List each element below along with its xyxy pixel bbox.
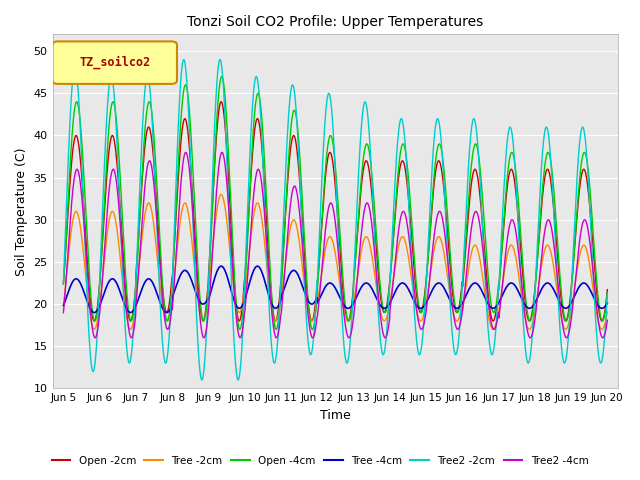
Y-axis label: Soil Temperature (C): Soil Temperature (C) <box>15 147 28 276</box>
X-axis label: Time: Time <box>320 409 351 422</box>
FancyBboxPatch shape <box>52 41 177 84</box>
Text: TZ_soilco2: TZ_soilco2 <box>79 56 150 70</box>
Title: Tonzi Soil CO2 Profile: Upper Temperatures: Tonzi Soil CO2 Profile: Upper Temperatur… <box>188 15 483 29</box>
Legend: Open -2cm, Tree -2cm, Open -4cm, Tree -4cm, Tree2 -2cm, Tree2 -4cm: Open -2cm, Tree -2cm, Open -4cm, Tree -4… <box>47 452 593 470</box>
